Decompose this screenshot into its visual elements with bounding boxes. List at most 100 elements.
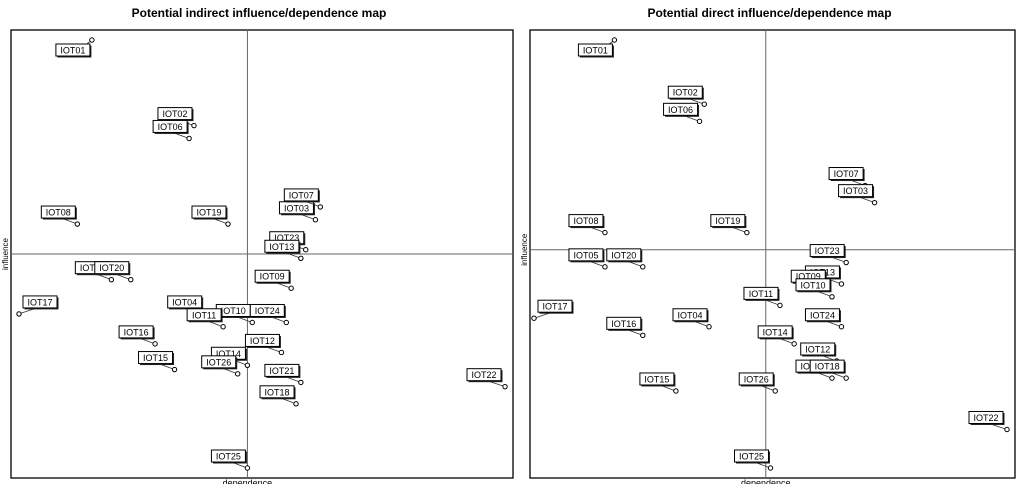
point-marker xyxy=(317,204,324,210)
point-marker xyxy=(640,332,646,339)
data-point-iot08: IOT08 xyxy=(568,214,608,236)
label-box xyxy=(537,299,573,313)
label-box xyxy=(795,278,831,292)
indirect-map-panel: Potential indirect influence/dependence … xyxy=(2,6,516,484)
label-box xyxy=(259,385,295,399)
label-box xyxy=(55,43,91,57)
label-box xyxy=(22,295,58,309)
point-marker xyxy=(293,401,299,407)
point-label: IOT25 xyxy=(216,452,241,462)
indirect-map-plot: dependence influence IOT01 IOT02 IOT06 IOT08 I… xyxy=(2,29,514,484)
point-marker xyxy=(829,375,835,381)
chart-title: Potential direct influence/dependence ma… xyxy=(647,6,892,20)
label-box xyxy=(809,244,845,258)
point-label: IOT26 xyxy=(744,374,769,384)
label-box xyxy=(804,308,840,322)
point-label: IOT13 xyxy=(269,242,294,252)
point-marker xyxy=(171,366,178,373)
point-label: IOT23 xyxy=(274,233,299,243)
point-marker xyxy=(829,294,835,300)
point-marker xyxy=(791,341,797,347)
label-box xyxy=(577,43,613,57)
data-point-iot16: IOT16 xyxy=(118,325,158,347)
label-box xyxy=(672,308,708,322)
point-marker xyxy=(843,259,849,266)
point-label: IOT22 xyxy=(471,370,496,380)
point-label: IOT12 xyxy=(805,345,830,355)
point-label: IOT17 xyxy=(542,302,567,312)
data-point-iot02: IOT02 xyxy=(667,85,707,107)
data-point-iot06: IOT06 xyxy=(663,102,703,125)
label-box xyxy=(568,214,604,228)
point-marker xyxy=(871,199,878,206)
point-marker xyxy=(640,264,646,270)
data-point-iot23: IOT23 xyxy=(809,244,849,266)
label-box xyxy=(828,167,864,181)
point-label: IOT17 xyxy=(27,297,52,307)
data-point-iot21: IOT21 xyxy=(264,363,304,386)
label-box xyxy=(968,410,1004,424)
data-point-iot15: IOT15 xyxy=(639,372,679,394)
label-box xyxy=(94,261,130,275)
data-point-iot19: IOT19 xyxy=(710,214,750,236)
label-box xyxy=(568,248,604,262)
data-point-iot18: IOT18 xyxy=(259,385,299,407)
point-label: IOT11 xyxy=(192,310,216,320)
point-label: IOT11 xyxy=(749,289,773,299)
data-point-iot26: IOT26 xyxy=(201,355,241,377)
point-label: IOT06 xyxy=(668,105,693,115)
point-label: IOT18 xyxy=(265,387,290,397)
point-marker xyxy=(186,135,192,142)
label-box xyxy=(743,286,779,300)
point-label: IOT08 xyxy=(46,208,71,218)
data-point-iot11: IOT11 xyxy=(186,308,226,330)
label-box xyxy=(249,303,285,317)
data-point-iot18: IOT18 xyxy=(809,359,849,381)
x-axis-label: dependence xyxy=(741,478,791,484)
point-marker xyxy=(128,276,134,283)
point-label: IOT03 xyxy=(843,186,868,196)
point-marker xyxy=(108,276,115,283)
label-box xyxy=(40,205,76,219)
data-point-iot09: IOT09 xyxy=(254,269,294,291)
point-label: IOT01 xyxy=(583,46,608,56)
direct-map-plot: dependence influence IOT01 IOT02 IOT06 IOT07 I… xyxy=(521,29,1016,484)
label-box xyxy=(152,119,188,133)
label-box xyxy=(244,333,280,347)
point-label: IOT15 xyxy=(143,353,168,363)
point-marker xyxy=(838,324,845,330)
data-point-iot25: IOT25 xyxy=(734,449,774,471)
point-marker xyxy=(602,229,608,236)
data-point-iot14: IOT14 xyxy=(210,346,251,368)
point-label: IOT26 xyxy=(206,357,231,367)
data-point-iot11: IOT11 xyxy=(743,286,783,309)
data-point-iot05: IOT05 xyxy=(568,248,608,270)
point-label: IOT19 xyxy=(196,208,221,218)
label-box xyxy=(254,269,290,283)
point-marker xyxy=(611,37,618,43)
data-point-iot12: IOT12 xyxy=(800,342,840,364)
point-marker xyxy=(191,122,197,129)
data-point-iot24: IOT24 xyxy=(804,308,845,330)
point-marker xyxy=(312,217,319,223)
label-box xyxy=(757,325,793,339)
x-axis-label: dependence xyxy=(223,478,273,484)
label-box xyxy=(264,363,300,377)
point-label: IOT06 xyxy=(158,122,183,132)
data-point-iot01: IOT01 xyxy=(55,37,95,58)
data-point-iot12: IOT12 xyxy=(244,333,285,356)
point-marker xyxy=(283,319,289,326)
label-box xyxy=(663,102,699,116)
chart-title: Potential indirect influence/dependence … xyxy=(131,6,387,20)
label-box xyxy=(210,449,246,463)
data-point-iot24: IOT24 xyxy=(249,303,289,326)
point-label: IOT02 xyxy=(673,88,698,98)
data-point-iot07: IOT07 xyxy=(283,188,324,210)
label-box xyxy=(809,359,845,373)
label-box xyxy=(738,372,774,386)
data-point-iot15: IOT15 xyxy=(138,351,178,373)
label-box xyxy=(734,449,769,463)
point-marker xyxy=(502,383,508,390)
point-label: IOT14 xyxy=(216,349,241,359)
data-point-iot06: IOT06 xyxy=(152,119,192,142)
